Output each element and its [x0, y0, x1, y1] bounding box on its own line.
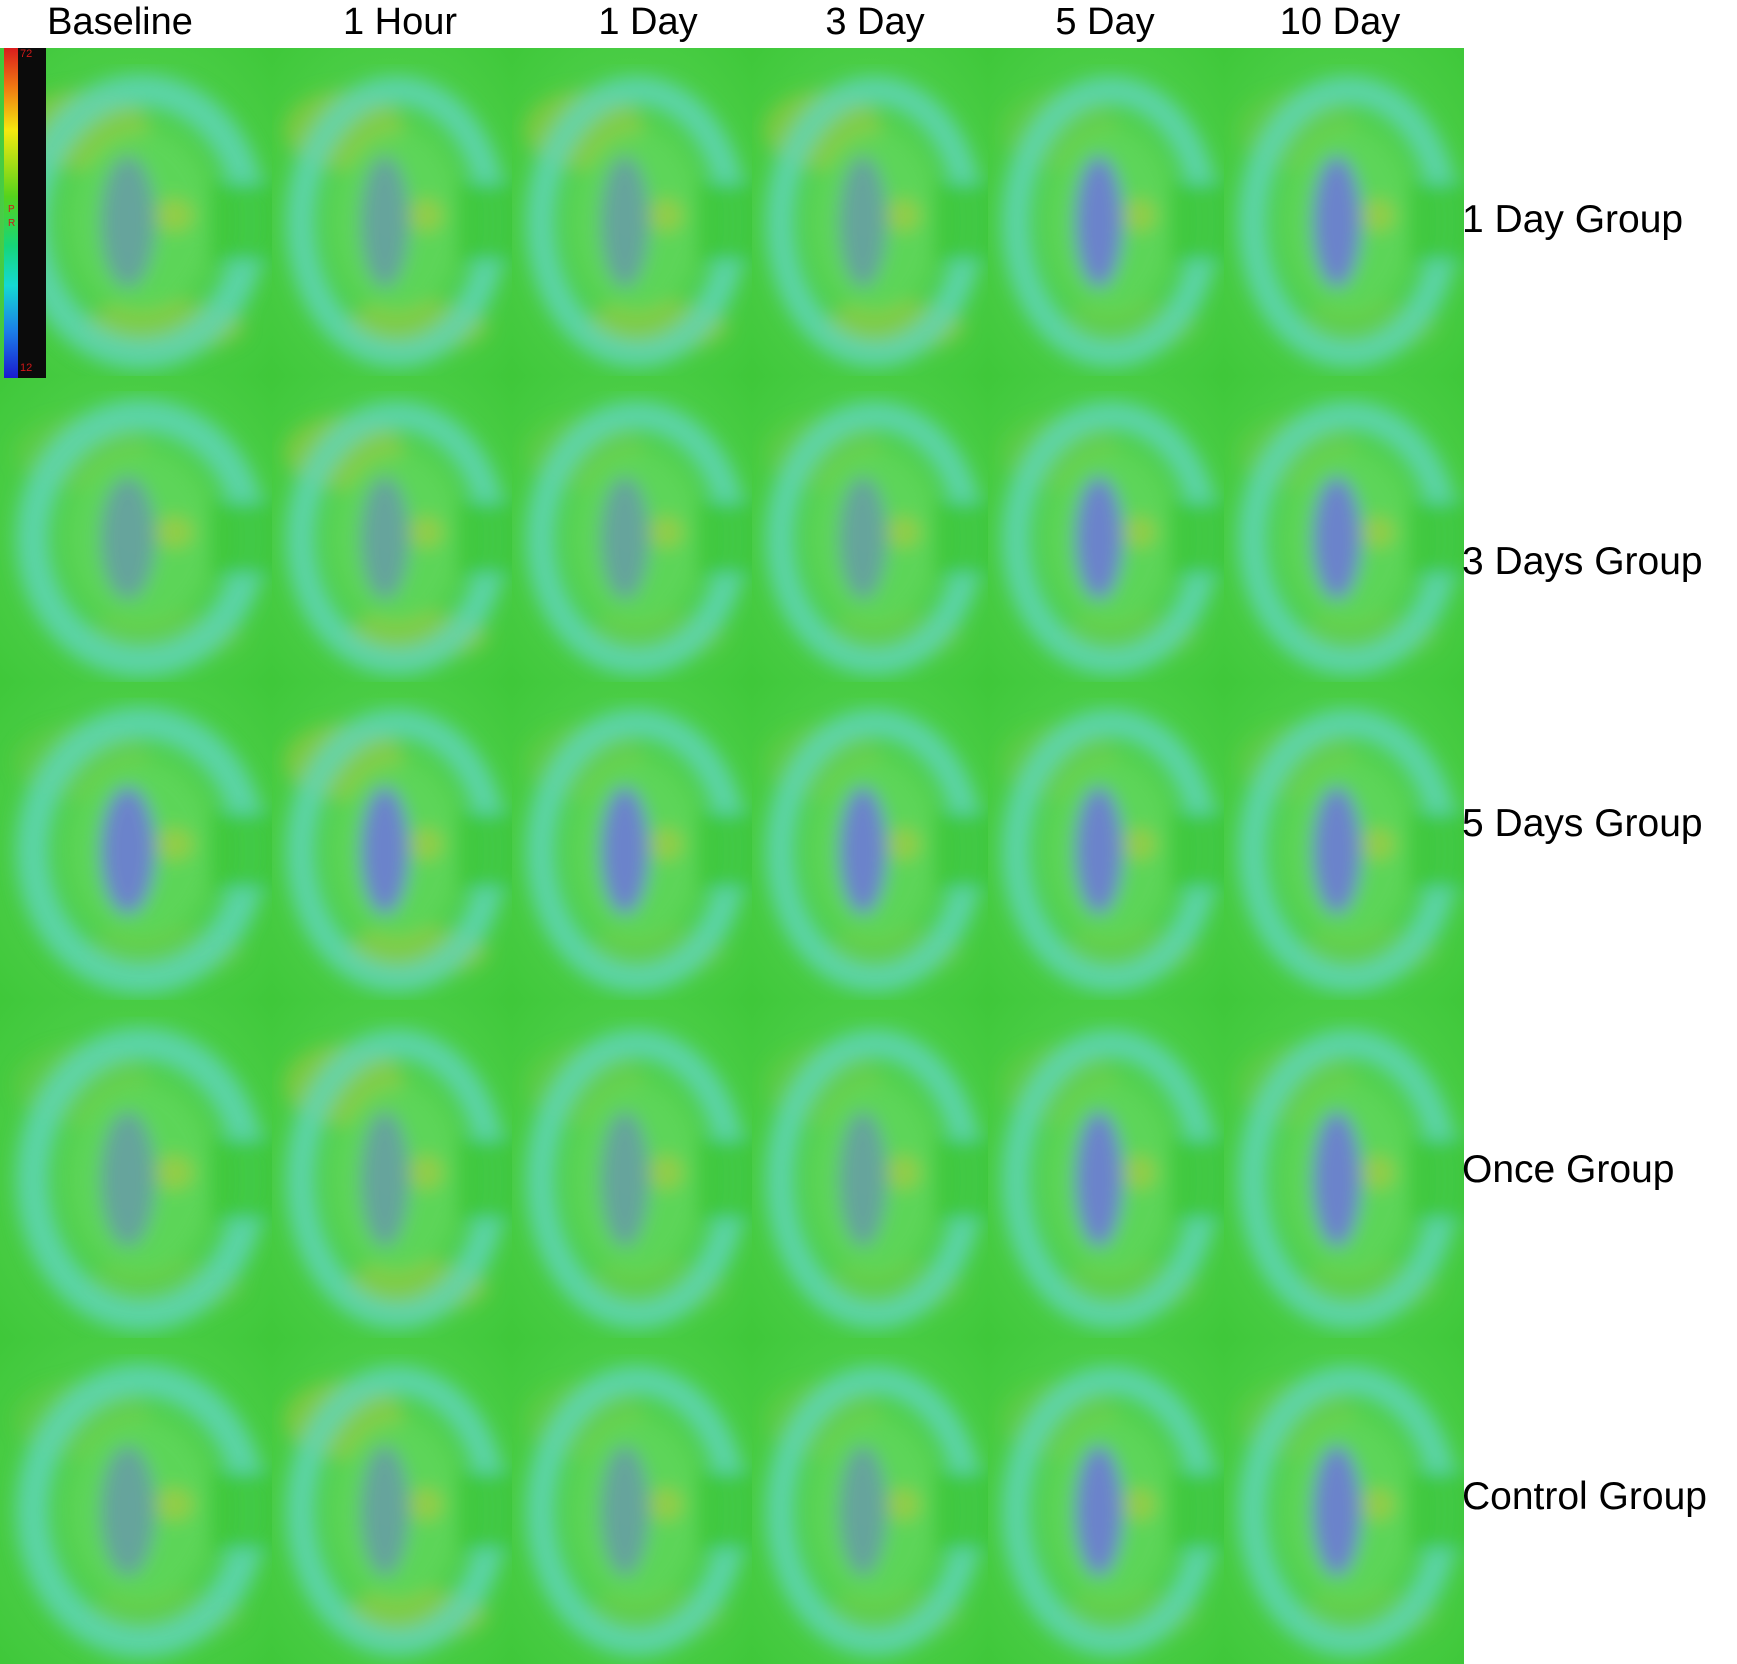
- kidney-map-tile: [0, 682, 272, 1000]
- kidney-map-tile: [752, 1338, 988, 1664]
- column-label-1-hour: 1 Hour: [342, 1, 458, 43]
- kidney-map-tile: [752, 376, 988, 682]
- kidney-map-tile: [988, 682, 1224, 1000]
- kidney-map-tile: [988, 376, 1224, 682]
- kidney-map-tile: [0, 1000, 272, 1338]
- kidney-map-tile: [0, 376, 272, 682]
- kidney-map-tile: [988, 48, 1224, 376]
- kidney-map-tile: [512, 1000, 752, 1338]
- kidney-map-tile: [752, 682, 988, 1000]
- color-scale-gradient: [4, 48, 18, 378]
- kidney-map-tile: [272, 1000, 512, 1338]
- kidney-map-tile: [0, 1338, 272, 1664]
- column-label-5-day: 5 Day: [1055, 1, 1155, 43]
- kidney-map-tile: [512, 1338, 752, 1664]
- color-scale: 72 P R 12: [4, 48, 46, 378]
- kidney-map-tile: [752, 48, 988, 376]
- row-label-1-day-group: 1 Day Group: [1462, 198, 1684, 241]
- kidney-map-tile: [512, 48, 752, 376]
- column-label-baseline: Baseline: [47, 1, 193, 43]
- kidney-map-tile: [272, 48, 512, 376]
- color-scale-max: 72: [20, 48, 33, 60]
- kidney-map-tile: [988, 1000, 1224, 1338]
- kidney-map-tile: [272, 682, 512, 1000]
- kidney-map-tile: [272, 376, 512, 682]
- row-label-once-group: Once Group: [1462, 1148, 1675, 1191]
- kidney-map-tile: [1224, 376, 1464, 682]
- kidney-map-tile: [1224, 1000, 1464, 1338]
- kidney-map-tile: [1224, 1338, 1464, 1664]
- kidney-map-tile: [988, 1338, 1224, 1664]
- kidney-map-tile: [512, 682, 752, 1000]
- row-label-5-days-group: 5 Days Group: [1462, 802, 1703, 845]
- color-scale-letter-r: R: [8, 218, 16, 229]
- color-scale-backdrop: [18, 48, 46, 378]
- column-label-10-day: 10 Day: [1279, 1, 1401, 43]
- column-label-1-day: 1 Day: [598, 1, 698, 43]
- kidney-map-tile: [0, 48, 272, 376]
- row-label-control-group: Control Group: [1462, 1475, 1707, 1518]
- kidney-map-tile: [1224, 48, 1464, 376]
- kidney-map-tile: [1224, 682, 1464, 1000]
- column-label-3-day: 3 Day: [825, 1, 925, 43]
- kidney-image-grid: [0, 48, 1464, 1664]
- kidney-map-tile: [512, 376, 752, 682]
- kidney-map-tile: [272, 1338, 512, 1664]
- row-label-3-days-group: 3 Days Group: [1462, 540, 1703, 583]
- kidney-map-tile: [752, 1000, 988, 1338]
- color-scale-min: 12: [20, 362, 33, 374]
- color-scale-letter-p: P: [8, 204, 15, 215]
